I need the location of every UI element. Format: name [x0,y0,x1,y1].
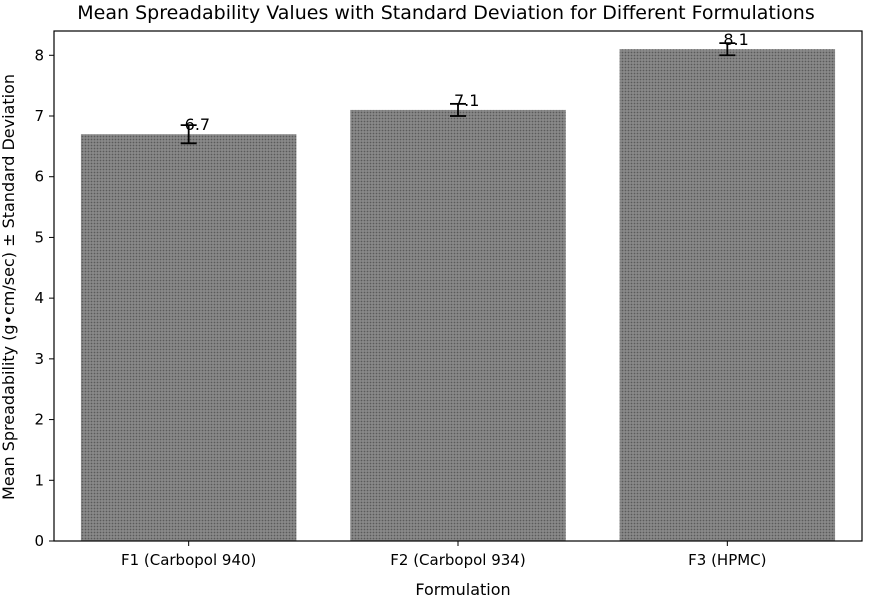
data-label: 7.1 [454,91,479,110]
y-tick-label: 3 [34,350,44,368]
x-tick-label: F2 (Carbopol 934) [390,551,525,569]
bar [350,109,566,541]
x-tick-label: F1 (Carbopol 940) [121,551,256,569]
data-label: 8.1 [723,30,748,49]
y-axis-label: Mean Spreadability (g•cm/sec) ± Standard… [0,74,18,500]
x-axis-label: Formulation [415,580,510,598]
x-tick-label: F3 (HPMC) [688,551,766,569]
data-label: 6.7 [185,115,210,134]
bar [80,134,297,541]
chart-title: Mean Spreadability Values with Standard … [77,2,814,24]
y-tick-label: 1 [34,471,44,489]
y-tick-label: 7 [34,107,44,125]
bar [619,49,836,541]
axes-frame [53,30,863,542]
y-tick-label: 0 [34,532,44,550]
y-tick-label: 4 [34,289,44,307]
y-tick-label: 6 [34,168,44,186]
plot-area: 6.7 F1 (Carbopol 940) 7.1 F2 (Carbopol 934)… [34,30,863,569]
y-tick-label: 2 [34,411,44,429]
y-tick-label: 8 [34,46,44,64]
y-tick-label: 5 [34,228,44,246]
